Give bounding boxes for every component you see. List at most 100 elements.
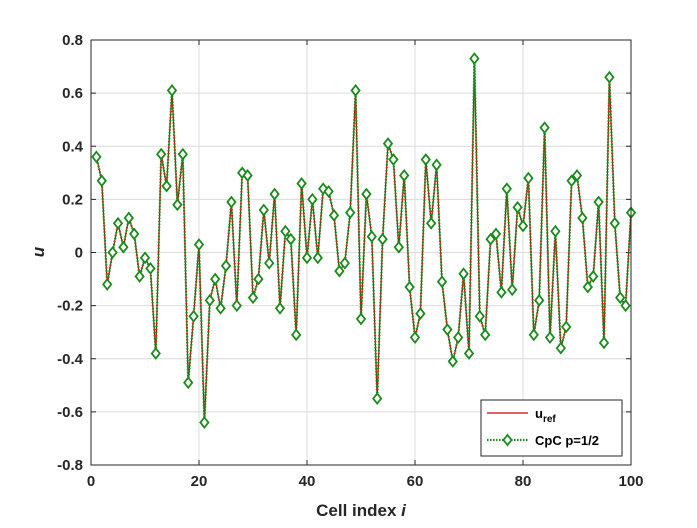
x-tick-label: 100 [618,473,643,490]
x-tick-label: 0 [87,473,95,490]
data-point-cpc [393,240,404,254]
series-layer [91,52,637,429]
data-point-cpc [469,52,480,66]
data-point-cpc [566,174,577,188]
data-point-cpc [577,211,588,225]
data-point-cpc [107,246,118,259]
y-tick-label: 0.4 [62,138,84,155]
data-point-cpc [604,70,615,84]
data-point-cpc [301,251,313,265]
data-point-cpc [112,216,124,230]
data-point-cpc [490,227,502,241]
data-point-cpc [544,331,556,344]
data-point-cpc [134,269,145,283]
data-point-cpc [307,192,318,206]
data-point-cpc [463,346,475,360]
data-point-cpc [237,166,248,180]
data-point-cpc [334,264,345,278]
x-tick-label: 40 [299,473,316,490]
data-point-cpc [258,203,269,217]
data-point-cpc [458,267,469,281]
data-point-cpc [312,251,323,265]
data-point-cpc [561,320,572,334]
data-point-cpc [404,280,415,294]
data-point-cpc [247,291,259,305]
y-tick-label: 0.6 [62,85,83,102]
data-point-cpc [291,328,302,342]
data-point-cpc [615,291,626,305]
x-axis-title: Cell index i [316,501,407,520]
data-point-cpc [274,301,286,315]
data-point-cpc [177,147,188,161]
data-point-cpc [534,293,545,307]
data-point-cpc [377,232,388,246]
data-point-cpc [102,277,113,291]
data-point-cpc [145,261,156,275]
data-point-cpc [339,256,350,270]
data-point-cpc [447,354,458,368]
data-point-cpc [166,84,178,97]
data-point-cpc [539,121,550,135]
data-point-cpc [231,299,242,313]
data-point-cpc [598,336,610,350]
y-tick-label: 0.2 [62,191,83,208]
y-tick-label: -0.8 [57,457,83,474]
data-point-cpc [431,158,442,172]
data-point-cpc [588,269,599,283]
data-point-cpc [328,208,340,222]
data-point-cpc [355,312,367,326]
data-point-cpc [242,169,253,182]
data-point-cpc [571,169,583,182]
data-point-cpc [474,309,485,323]
data-point-cpc [226,195,237,209]
axes: 0 20 40 60 80 100 -0.8 -0.6 -0.4 -0.2 0 0.2 0.4 0.6 0.… [57,32,643,490]
data-point-cpc [323,184,334,198]
data-point-cpc [550,224,561,238]
data-point-cpc [555,341,566,355]
y-axis-title: u [29,246,48,257]
y-tick-label: -0.2 [57,298,83,315]
data-point-cpc [253,272,264,286]
data-point-cpc [161,179,172,193]
data-point-cpc [582,280,593,294]
y-tick-label: 0.8 [62,32,83,49]
data-point-cpc [372,392,383,406]
data-point-cpc [220,259,232,273]
data-point-cpc [280,224,291,238]
x-tick-label: 60 [407,473,424,490]
data-point-cpc [285,232,296,246]
data-point-cpc [183,376,194,390]
data-point-cpc [210,272,221,286]
data-point-cpc [485,232,496,246]
data-point-cpc [264,256,275,270]
data-point-cpc [188,309,199,323]
data-point-cpc [215,301,226,315]
data-point-cpc [156,147,167,161]
data-point-cpc [512,200,523,214]
x-tick-label: 20 [191,473,208,490]
data-point-cpc [204,293,215,307]
legend-label-uref: uref [535,406,556,425]
data-point-cpc [593,195,604,209]
legend-box [480,399,623,457]
data-point-cpc [609,216,620,230]
data-point-cpc [399,169,410,182]
legend-label-cpc: CpC p=1/2 [535,433,599,448]
data-point-cpc [96,174,107,188]
data-point-cpc [409,331,421,344]
x-tick-label: 80 [515,473,532,490]
data-point-cpc [193,238,205,251]
data-point-cpc [415,307,426,321]
data-point-cpc [91,150,102,164]
data-point-cpc [388,153,399,166]
legend-marker-cpc [502,433,513,447]
plot-frame [90,39,632,466]
data-point-cpc [361,187,372,201]
data-point-cpc [150,346,161,360]
data-point-cpc [620,299,631,313]
data-point-cpc [426,216,437,230]
legend: uref CpC p=1/2 [480,399,623,457]
data-point-cpc [296,176,307,190]
